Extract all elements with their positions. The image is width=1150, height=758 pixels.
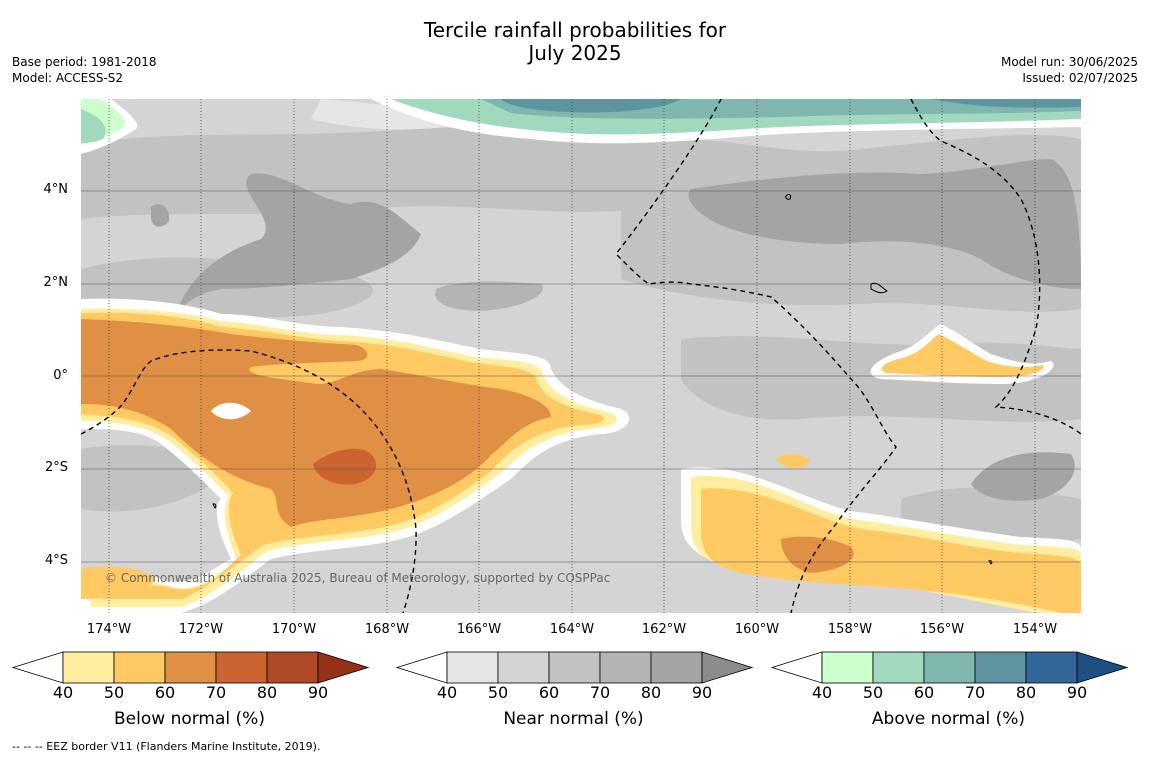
near-normal-60-band-north [81, 127, 641, 219]
colorbar-tick: 70 [964, 683, 986, 702]
map-svg [81, 99, 1081, 613]
near-normal-40-patch [311, 99, 461, 130]
colorbar-tick: 80 [256, 683, 278, 702]
below-normal-east-small [776, 453, 811, 469]
colorbar-segment [650, 651, 703, 684]
colorbar-tick: 50 [862, 683, 884, 702]
colorbar-segment [215, 651, 268, 684]
colorbar-segment [446, 651, 499, 684]
colorbar-segment [62, 651, 115, 684]
lon-label: 154°W [1012, 622, 1058, 637]
colorbar-segment [548, 651, 601, 684]
colorbar-segment [113, 651, 166, 684]
colorbar-0 [12, 651, 369, 684]
lat-grid [81, 190, 1081, 563]
colorbar-tick: 60 [913, 683, 935, 702]
colorbar-segment [497, 651, 550, 684]
eez-footnote: -- -- -- EEZ border V11 (Flanders Marine… [12, 740, 321, 753]
title-line-2: July 2025 [528, 41, 622, 65]
colorbar-tick: 70 [205, 683, 227, 702]
lon-label: 170°W [271, 622, 317, 637]
lat-label: 2°N [43, 275, 69, 290]
lon-label: 164°W [549, 622, 595, 637]
colorbar-under-triangle [12, 651, 64, 684]
near-normal-70-patch [435, 281, 543, 311]
base-period: Base period: 1981-2018 [12, 55, 157, 69]
below-normal-hole [211, 402, 251, 420]
colorbar-tick: 40 [811, 683, 833, 702]
lon-label: 158°W [827, 622, 873, 637]
colorbar-segment [164, 651, 217, 684]
colorbar-tick: 60 [154, 683, 176, 702]
colorbar-segment [821, 651, 874, 684]
colorbar-tick: 40 [436, 683, 458, 702]
colorbar-under-triangle [771, 651, 823, 684]
near-normal-80-east [688, 159, 1081, 289]
lon-label: 162°W [641, 622, 687, 637]
meta-left: Base period: 1981-2018 Model: ACCESS-S2 [12, 54, 157, 86]
colorbar-label: Above normal (%) [871, 709, 1026, 729]
below-normal-south-50-area [701, 488, 1081, 613]
colorbar-over-triangle [1076, 651, 1128, 684]
probability-map: © Commonwealth of Australia 2025, Bureau… [81, 99, 1081, 613]
near-normal-80-west [176, 173, 421, 314]
colorbar-label: Below normal (%) [114, 709, 265, 729]
colorbar-tick: 90 [1066, 683, 1088, 702]
colorbar-under-triangle [396, 651, 448, 684]
colorbar-segment [599, 651, 652, 684]
lon-label: 156°W [919, 622, 965, 637]
colorbar-tick: 70 [589, 683, 611, 702]
colorbar-tick: 80 [1015, 683, 1037, 702]
island-outlines [212, 194, 993, 565]
colorbar-segment [1025, 651, 1078, 684]
near-normal-80-islet [151, 204, 170, 227]
colorbar-tick: 90 [691, 683, 713, 702]
title-line-1: Tercile rainfall probabilities for [423, 18, 727, 42]
colorbar-segment [872, 651, 925, 684]
below-normal-east-50-area [881, 334, 1044, 377]
colorbar-segment [266, 651, 319, 684]
below-normal-south-60-area [781, 536, 854, 573]
colorbar-1 [396, 651, 753, 684]
lon-label: 172°W [178, 622, 224, 637]
above-normal-50-west [81, 109, 106, 143]
colorbar-tick: 40 [52, 683, 74, 702]
colorbar-segment [974, 651, 1027, 684]
meta-right: Model run: 30/06/2025 Issued: 02/07/2025 [1001, 54, 1138, 86]
below-normal-70-area [313, 448, 376, 485]
below-normal-60-area [81, 319, 551, 527]
lat-label: 0° [53, 368, 68, 383]
lon-label: 168°W [364, 622, 410, 637]
colorbar-over-triangle [701, 651, 753, 684]
colorbar-label: Near normal (%) [503, 709, 644, 729]
colorbar-tick: 80 [640, 683, 662, 702]
eez-borders [81, 99, 1081, 613]
colorbar-tick: 50 [103, 683, 125, 702]
below-normal-50-southwest [81, 566, 156, 599]
model-name: Model: ACCESS-S2 [12, 71, 124, 85]
lon-label: 174°W [86, 622, 132, 637]
colorbar-tick: 90 [307, 683, 329, 702]
lon-label: 160°W [734, 622, 780, 637]
copyright-notice: © Commonwealth of Australia 2025, Bureau… [105, 571, 611, 585]
colorbar-over-triangle [317, 651, 369, 684]
above-normal-70-area-west [501, 99, 681, 113]
lat-label: 4°N [43, 182, 69, 197]
colorbar-tick: 60 [538, 683, 560, 702]
colorbar-tick: 50 [487, 683, 509, 702]
near-normal-80-southeast [971, 452, 1075, 501]
lon-label: 166°W [456, 622, 502, 637]
colorbar-2 [771, 651, 1128, 684]
model-run: Model run: 30/06/2025 [1000, 55, 1138, 69]
map-title: Tercile rainfall probabilities for July … [0, 19, 1150, 65]
issued-date: Issued: 02/07/2025 [1022, 71, 1138, 85]
above-normal-70-area-east [931, 99, 1081, 108]
colorbar-segment [923, 651, 976, 684]
lat-label: 2°S [44, 460, 68, 475]
lat-label: 4°S [44, 553, 68, 568]
